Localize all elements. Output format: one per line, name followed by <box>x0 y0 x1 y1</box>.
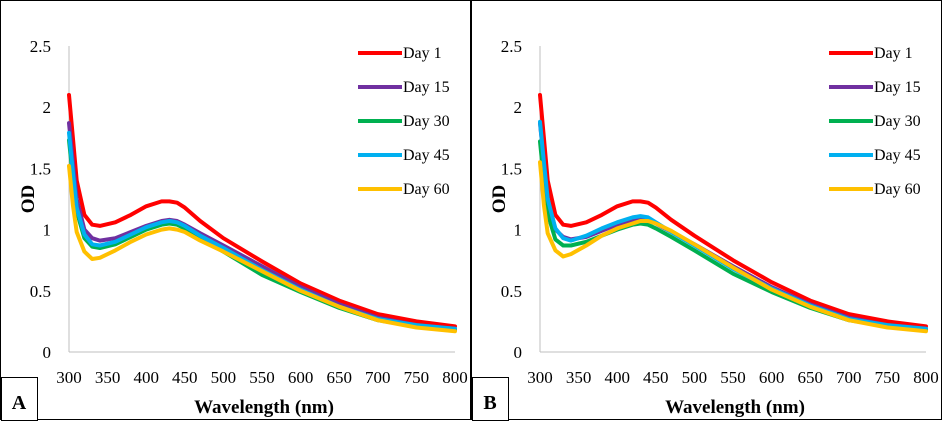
x-tick-label: 350 <box>95 368 121 387</box>
x-tick-label: 400 <box>604 368 630 387</box>
legend-label: Day 30 <box>874 113 921 130</box>
series-line-day-1 <box>538 93 928 329</box>
legend-label: Day 1 <box>403 45 442 62</box>
legend-label: Day 45 <box>403 147 450 164</box>
y-tick-label: 1.5 <box>501 159 522 178</box>
y-tick-label: 1 <box>514 221 523 240</box>
series-line-day-45 <box>67 130 457 331</box>
x-tick-label: 450 <box>172 368 198 387</box>
legend-label: Day 1 <box>874 45 913 62</box>
x-tick-label: 300 <box>527 368 553 387</box>
x-tick-label: 600 <box>759 368 785 387</box>
y-tick-label: 0.5 <box>30 282 51 301</box>
x-tick-label: 500 <box>682 368 708 387</box>
y-tick-label: 1 <box>43 221 52 240</box>
legend-label: Day 45 <box>874 147 921 164</box>
y-tick-label: 2 <box>43 98 52 117</box>
x-tick-label: 300 <box>56 368 82 387</box>
x-tick-label: 750 <box>404 368 430 387</box>
panel-letter-box <box>472 377 509 421</box>
x-tick-label: 550 <box>249 368 275 387</box>
x-tick-label: 800 <box>913 368 939 387</box>
y-tick-label: 2 <box>514 98 523 117</box>
x-tick-label: 350 <box>566 368 592 387</box>
panel-letter: B <box>483 392 496 414</box>
chart-panel-a: 0 0.5 1 1.5 2 2.5 300 350 400 450 500 550 600 650 700 7… <box>0 0 471 421</box>
x-tick-label: 600 <box>288 368 314 387</box>
legend-label: Day 60 <box>874 181 921 198</box>
y-tick-label: 2.5 <box>30 37 51 56</box>
chart-b-svg: 0 0.5 1 1.5 2 2.5 300 350 400 450 500 550 600 650 700 7… <box>472 37 939 421</box>
series-line-day-60 <box>538 160 928 334</box>
x-tick-label: 700 <box>836 368 862 387</box>
x-tick-label: 800 <box>442 368 468 387</box>
x-tick-label: 550 <box>720 368 746 387</box>
series-line-day-1 <box>67 93 457 329</box>
x-tick-label: 500 <box>211 368 237 387</box>
x-axis-label: Wavelength (nm) <box>194 397 334 418</box>
y-tick-label: 0 <box>43 343 52 362</box>
y-tick-label: 0.5 <box>501 282 522 301</box>
series-line-day-30 <box>538 139 928 332</box>
y-tick-label: 1.5 <box>30 159 51 178</box>
series-line-day-60 <box>67 164 457 334</box>
series-line-day-45 <box>538 119 928 331</box>
x-tick-label: 400 <box>133 368 159 387</box>
chart-a-svg: 0 0.5 1 1.5 2 2.5 300 350 400 450 500 550 600 650 700 7… <box>1 37 468 421</box>
legend-label: Day 15 <box>874 79 921 96</box>
x-tick-label: 750 <box>875 368 901 387</box>
x-tick-label: 450 <box>643 368 669 387</box>
legend-label: Day 30 <box>403 113 450 130</box>
y-tick-label: 2.5 <box>501 37 522 56</box>
x-axis-label: Wavelength (nm) <box>665 397 805 418</box>
chart-panel-b: 0 0.5 1 1.5 2 2.5 300 350 400 450 500 550 600 650 700 7… <box>471 0 942 421</box>
panel-letter-box <box>1 377 38 421</box>
y-axis-label: OD <box>489 185 510 214</box>
x-tick-label: 650 <box>326 368 352 387</box>
x-tick-label: 700 <box>365 368 391 387</box>
y-axis-label: OD <box>18 185 39 214</box>
legend-label: Day 15 <box>403 79 450 96</box>
x-tick-label: 650 <box>797 368 823 387</box>
panel-letter: A <box>12 392 27 414</box>
y-tick-label: 0 <box>514 343 523 362</box>
legend-label: Day 60 <box>403 181 450 198</box>
